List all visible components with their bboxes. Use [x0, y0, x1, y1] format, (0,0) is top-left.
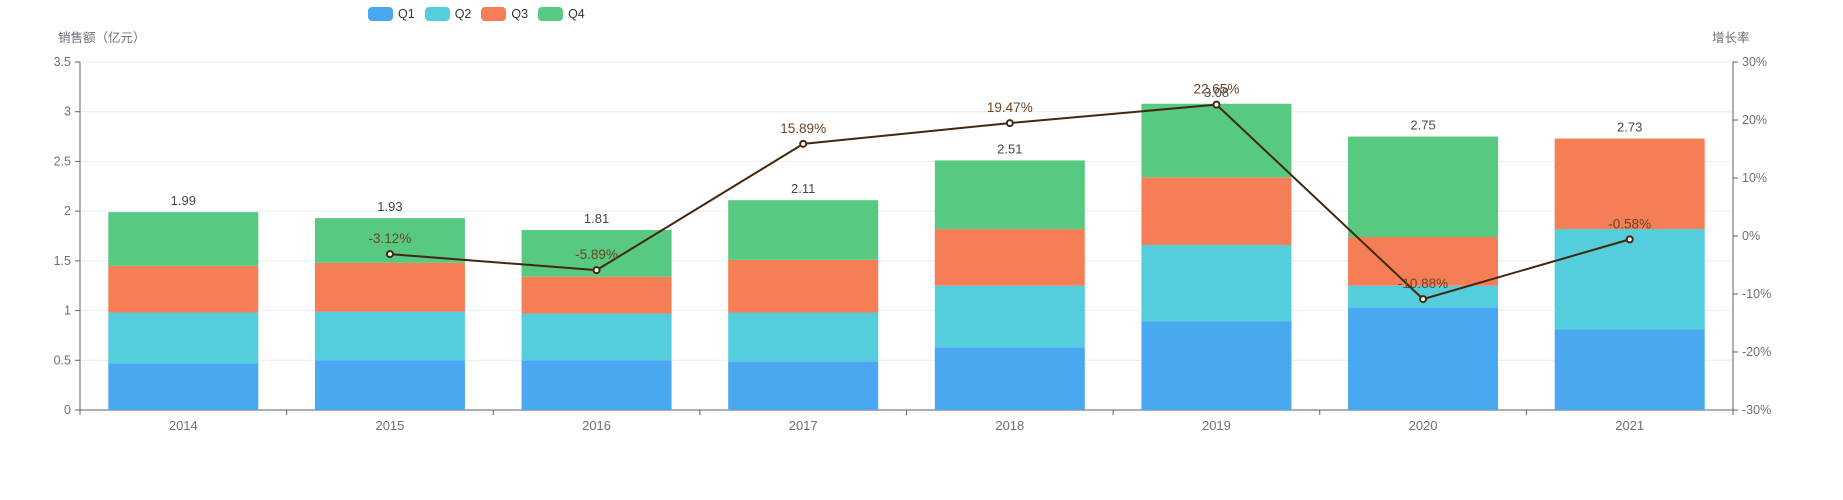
growth-point-2018[interactable] — [1005, 119, 1014, 128]
legend-swatch-icon — [368, 7, 393, 21]
growth-point-label: 15.89% — [780, 121, 826, 136]
growth-point-label: -3.12% — [369, 231, 412, 246]
bar-segment-2021-q1[interactable] — [1554, 329, 1705, 410]
bar-segment-2021-q3[interactable] — [1554, 138, 1705, 230]
right-axis-tick-label: 0% — [1742, 229, 1760, 243]
growth-point-2019[interactable] — [1212, 100, 1221, 109]
x-axis-label: 2020 — [1409, 418, 1438, 433]
x-axis-label: 2018 — [995, 418, 1024, 433]
legend-swatch-icon — [424, 7, 450, 21]
right-axis-tick-label: 30% — [1742, 55, 1767, 69]
right-axis-tick-label: -10% — [1742, 287, 1771, 301]
left-axis-tick-label: 0.5 — [54, 353, 71, 367]
bar-segment-2016-q1[interactable] — [521, 360, 672, 410]
bar-total-label: 2.73 — [1617, 120, 1642, 135]
left-axis-tick-label: 1.5 — [54, 254, 71, 268]
left-axis-tick-label: 2 — [64, 204, 71, 218]
bar-segment-2014-q3[interactable] — [108, 265, 259, 313]
x-axis-label: 2015 — [375, 418, 404, 433]
bar-segment-2021-q2[interactable] — [1554, 229, 1705, 330]
growth-point-2016[interactable] — [592, 266, 601, 275]
bar-segment-2014-q4[interactable] — [108, 212, 259, 266]
growth-point-label: -0.58% — [1608, 216, 1651, 231]
growth-point-2021[interactable] — [1625, 235, 1634, 244]
right-axis-tick-label: 10% — [1742, 171, 1767, 185]
right-axis-tick-label: 20% — [1742, 113, 1767, 127]
growth-point-label: 19.47% — [987, 100, 1033, 115]
x-axis-label: 2016 — [582, 418, 611, 433]
x-axis-label: 2017 — [789, 418, 818, 433]
legend-item-label: Q4 — [568, 7, 585, 21]
right-axis-title: 增长率 — [1712, 31, 1750, 45]
bar-total-label: 1.93 — [377, 199, 402, 214]
x-axis-label: 2019 — [1202, 418, 1231, 433]
legend-item-label: Q1 — [398, 7, 415, 21]
x-axis-label: 2021 — [1615, 418, 1644, 433]
bar-segment-2017-q2[interactable] — [728, 312, 879, 362]
growth-point-2020[interactable] — [1419, 295, 1428, 304]
bar-segment-2018-q3[interactable] — [934, 229, 1085, 286]
right-axis-tick-label: -30% — [1742, 403, 1771, 417]
growth-point-label: 22.65% — [1194, 82, 1240, 97]
bar-segment-2016-q2[interactable] — [521, 313, 672, 361]
bar-segment-2015-q3[interactable] — [314, 262, 465, 312]
right-axis-tick-label: -20% — [1742, 345, 1771, 359]
left-axis-tick-label: 0 — [64, 403, 71, 417]
legend-item-q2[interactable]: Q2 — [424, 7, 472, 21]
left-axis-tick-label: 3.5 — [54, 55, 71, 69]
growth-point-label: -10.88% — [1398, 276, 1448, 291]
left-axis-title: 销售额（亿元） — [58, 31, 146, 45]
bar-segment-2020-q3[interactable] — [1348, 236, 1499, 286]
legend-swatch-icon — [481, 7, 507, 21]
growth-point-2015[interactable] — [385, 250, 394, 259]
left-axis-tick-label: 1 — [64, 304, 71, 318]
legend-item-q1[interactable]: Q1 — [368, 7, 415, 21]
bar-segment-2019-q4[interactable] — [1141, 103, 1292, 178]
bar-segment-2014-q2[interactable] — [108, 312, 259, 364]
bar-segment-2020-q1[interactable] — [1348, 307, 1499, 410]
bar-segment-2015-q2[interactable] — [314, 311, 465, 361]
bar-segment-2020-q4[interactable] — [1348, 136, 1499, 237]
legend-item-label: Q2 — [454, 7, 472, 21]
left-axis-tick-label: 3 — [64, 105, 71, 119]
bar-total-label: 2.11 — [791, 181, 815, 196]
bar-segment-2017-q4[interactable] — [728, 200, 879, 260]
bar-total-label: 1.81 — [584, 211, 609, 226]
bar-segment-2019-q2[interactable] — [1141, 244, 1292, 322]
bar-segment-2017-q1[interactable] — [728, 361, 879, 410]
legend-item-q4[interactable]: Q4 — [538, 7, 585, 21]
x-axis-label: 2014 — [169, 418, 198, 433]
bar-total-label: 2.75 — [1410, 118, 1435, 133]
bar-total-label: 3.08 — [1204, 85, 1229, 100]
bar-total-label: 2.51 — [997, 141, 1022, 156]
bar-segment-2014-q1[interactable] — [108, 363, 259, 410]
left-axis-tick-label: 2.5 — [54, 154, 71, 168]
bar-segment-2015-q1[interactable] — [314, 360, 465, 410]
bar-segment-2019-q3[interactable] — [1141, 177, 1292, 245]
bar-segment-2018-q1[interactable] — [934, 347, 1085, 410]
bar-segment-2019-q1[interactable] — [1141, 321, 1292, 410]
legend-item-label: Q3 — [511, 7, 529, 21]
legend-item-q3[interactable]: Q3 — [481, 7, 528, 21]
bar-segment-2018-q4[interactable] — [934, 160, 1085, 230]
chart-legend: Q1 Q2 Q3 Q4 — [368, 7, 585, 21]
bar-segment-2018-q2[interactable] — [934, 285, 1085, 348]
bar-total-label: 1.99 — [171, 193, 196, 208]
legend-swatch-icon — [538, 7, 564, 21]
growth-point-2017[interactable] — [799, 139, 808, 148]
bar-segment-2016-q3[interactable] — [521, 276, 672, 314]
growth-point-label: -5.89% — [575, 247, 618, 262]
bar-segment-2017-q3[interactable] — [728, 259, 879, 313]
